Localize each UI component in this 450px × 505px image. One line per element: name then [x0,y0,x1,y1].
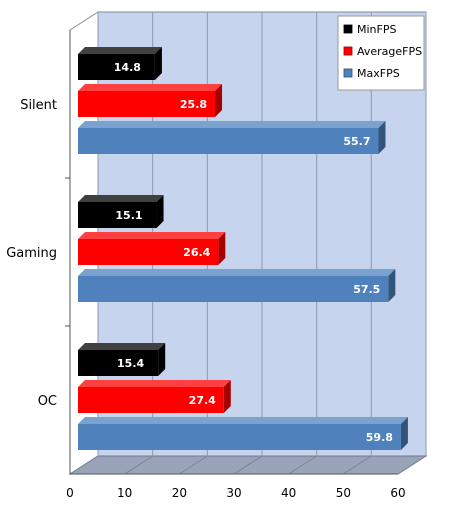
legend-swatch [343,24,353,34]
floor-gridline [69,455,99,475]
data-label: 15.4 [117,357,144,370]
bar-AverageFPS-Gaming: 26.4 [78,232,226,265]
floor-gridline [124,455,153,475]
floor-gridline [179,455,208,475]
data-label: 15.1 [115,209,142,222]
bar-side-face [378,121,386,154]
bar-front-face [78,424,401,450]
category-label: Gaming [6,246,57,261]
data-label: 55.7 [343,135,370,148]
x-tick-label: 40 [281,486,296,500]
floor-gridline [397,455,427,475]
legend-item-MinFPS[interactable]: MinFPS [343,23,396,36]
bar-side-face [218,232,226,265]
bar-side-face [215,84,223,117]
bar-MaxFPS-Silent: 55.7 [78,121,386,154]
legend-item-AverageFPS[interactable]: AverageFPS [343,45,422,58]
legend-swatch [343,46,353,56]
bars: 14.8 25.8 55.7 15.1 26.4 57.5 15.4 27.4 59.8 [78,47,408,450]
bar-MaxFPS-Gaming: 57.5 [78,269,396,302]
category-label: Silent [20,98,57,113]
bar-MaxFPS-OC: 59.8 [78,417,408,450]
bar-AverageFPS-Silent: 25.8 [78,84,223,117]
bar-side-face [223,380,231,413]
bar-MinFPS-Gaming: 15.1 [78,195,164,228]
bar-top-face [78,380,231,387]
legend-item-MaxFPS[interactable]: MaxFPS [343,67,400,80]
data-label: 14.8 [114,61,141,74]
x-tick-label: 30 [226,486,241,500]
floor-gridline [233,455,263,475]
bar-front-face [78,202,157,228]
x-tick-label: 0 [66,486,74,500]
bar-top-face [78,417,408,424]
legend-label: MaxFPS [357,67,400,80]
bar-top-face [78,269,396,276]
bar-side-face [158,343,166,376]
legend-swatch [343,68,353,78]
legend[interactable]: MinFPS AverageFPS MaxFPS [337,15,425,91]
data-label: 26.4 [183,246,210,259]
axes: Silent Gaming OC 0 10 20 30 40 50 60 [6,30,406,500]
data-label: 59.8 [366,431,393,444]
bar-top-face [78,232,226,239]
floor-gridline [343,455,372,475]
bar-top-face [78,343,166,350]
bar-MinFPS-Silent: 14.8 [78,47,162,80]
bar-front-face [78,54,155,80]
bar-side-face [154,47,162,80]
bar-AverageFPS-OC: 27.4 [78,380,231,413]
bar-side-face [400,417,408,450]
bar-front-face [78,276,389,302]
bar-top-face [78,84,223,91]
legend-label: MinFPS [357,23,396,36]
bar-side-face [156,195,164,228]
bar-front-face [78,91,216,117]
x-tick-label: 60 [390,486,405,500]
x-tick-label: 50 [336,486,351,500]
bar-top-face [78,47,162,54]
bar-front-face [78,128,379,154]
bar-top-face [78,121,386,128]
bar-front-face [78,387,224,413]
data-label: 27.4 [189,394,216,407]
x-tick-label: 10 [117,486,132,500]
data-label: 57.5 [353,283,380,296]
floor-gridline [288,455,317,475]
bar-front-face [78,239,219,265]
bar-top-face [78,195,164,202]
data-label: 25.8 [180,98,207,111]
bar-front-face [78,350,159,376]
category-label: OC [38,394,57,409]
legend-label: AverageFPS [357,45,422,58]
bar-side-face [388,269,396,302]
bar-MinFPS-OC: 15.4 [78,343,166,376]
x-tick-label: 20 [172,486,187,500]
